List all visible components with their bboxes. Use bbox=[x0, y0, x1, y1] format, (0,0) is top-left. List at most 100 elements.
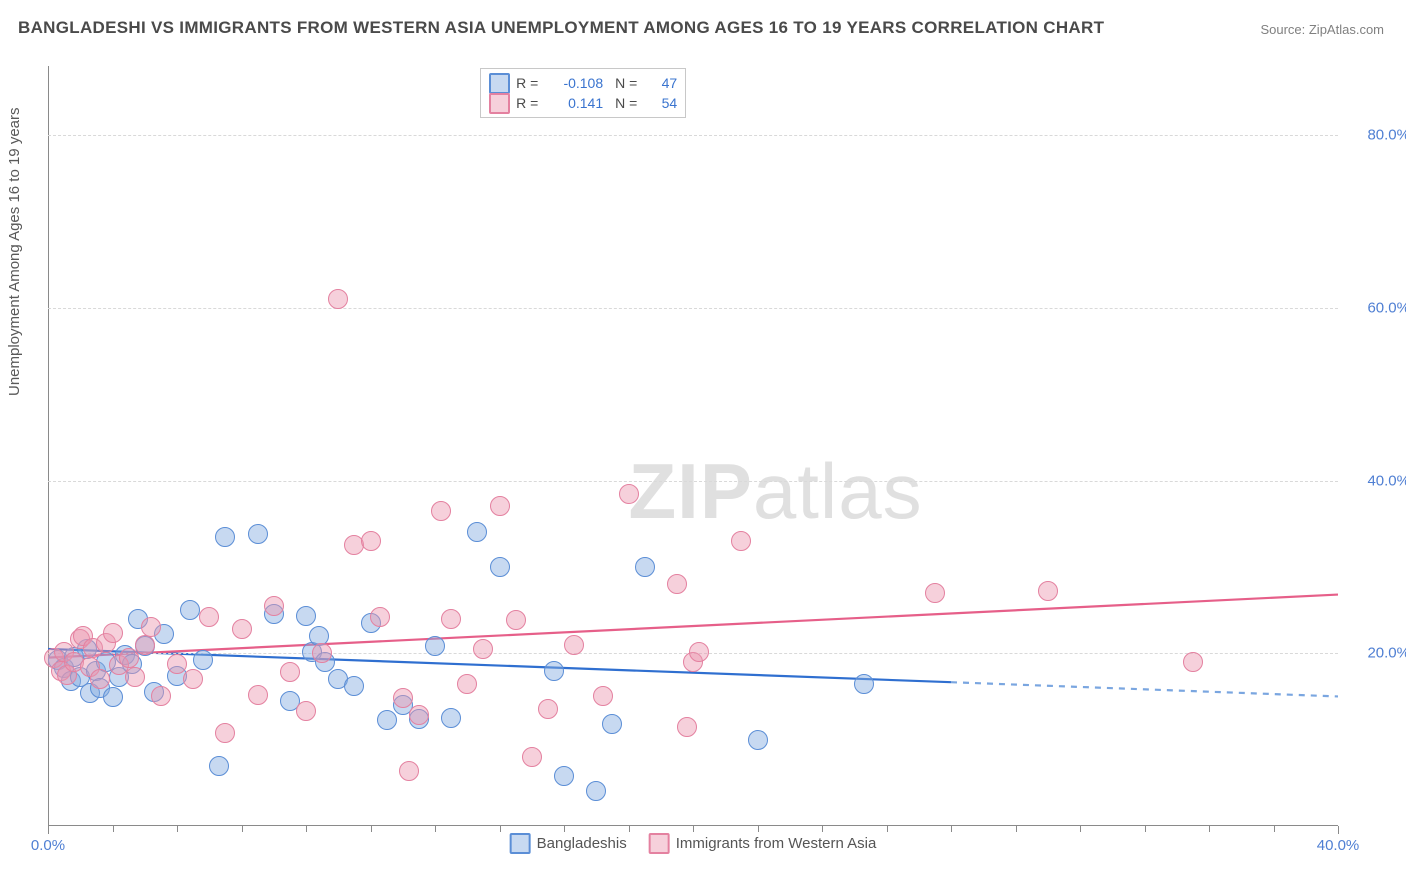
y-tick-label: 60.0% bbox=[1350, 299, 1406, 316]
x-major-tick bbox=[1338, 826, 1339, 834]
scatter-point-bangladeshis bbox=[180, 600, 200, 620]
scatter-point-western_asia bbox=[399, 761, 419, 781]
x-minor-tick bbox=[306, 826, 307, 832]
grid-line bbox=[48, 135, 1338, 136]
scatter-point-bangladeshis bbox=[296, 606, 316, 626]
legend-swatch-western_asia bbox=[489, 93, 510, 114]
scatter-point-bangladeshis bbox=[193, 650, 213, 670]
scatter-point-western_asia bbox=[506, 610, 526, 630]
x-minor-tick bbox=[629, 826, 630, 832]
x-minor-tick bbox=[1145, 826, 1146, 832]
chart-title: BANGLADESHI VS IMMIGRANTS FROM WESTERN A… bbox=[18, 18, 1104, 38]
legend-r-label: R = bbox=[516, 95, 542, 111]
scatter-point-bangladeshis bbox=[586, 781, 606, 801]
scatter-point-western_asia bbox=[925, 583, 945, 603]
scatter-point-western_asia bbox=[1038, 581, 1058, 601]
scatter-point-western_asia bbox=[538, 699, 558, 719]
legend-series-western_asia: Immigrants from Western Asia bbox=[649, 833, 877, 854]
legend-swatch-western_asia bbox=[649, 833, 670, 854]
legend-n-label: N = bbox=[615, 75, 643, 91]
scatter-point-western_asia bbox=[619, 484, 639, 504]
scatter-point-western_asia bbox=[264, 596, 284, 616]
x-minor-tick bbox=[177, 826, 178, 832]
scatter-point-western_asia bbox=[183, 669, 203, 689]
x-minor-tick bbox=[242, 826, 243, 832]
scatter-point-western_asia bbox=[441, 609, 461, 629]
scatter-point-western_asia bbox=[215, 723, 235, 743]
watermark-atlas: atlas bbox=[753, 447, 923, 535]
scatter-point-western_asia bbox=[312, 643, 332, 663]
y-tick-label: 80.0% bbox=[1350, 127, 1406, 144]
legend-series-bangladeshis: Bangladeshis bbox=[510, 833, 627, 854]
scatter-point-bangladeshis bbox=[544, 661, 564, 681]
x-minor-tick bbox=[500, 826, 501, 832]
scatter-point-bangladeshis bbox=[602, 714, 622, 734]
source-label: Source: ZipAtlas.com bbox=[1260, 22, 1384, 37]
scatter-point-western_asia bbox=[370, 607, 390, 627]
scatter-point-western_asia bbox=[593, 686, 613, 706]
scatter-point-western_asia bbox=[103, 623, 123, 643]
scatter-point-western_asia bbox=[361, 531, 381, 551]
scatter-point-western_asia bbox=[1183, 652, 1203, 672]
x-minor-tick bbox=[1016, 826, 1017, 832]
scatter-point-western_asia bbox=[667, 574, 687, 594]
x-minor-tick bbox=[758, 826, 759, 832]
scatter-point-bangladeshis bbox=[425, 636, 445, 656]
x-minor-tick bbox=[693, 826, 694, 832]
scatter-point-western_asia bbox=[167, 654, 187, 674]
legend-row-western_asia: R =0.141N =54 bbox=[489, 93, 677, 113]
scatter-point-bangladeshis bbox=[490, 557, 510, 577]
scatter-point-western_asia bbox=[125, 667, 145, 687]
scatter-point-western_asia bbox=[119, 648, 139, 668]
scatter-point-western_asia bbox=[90, 669, 110, 689]
x-major-tick bbox=[48, 826, 49, 834]
x-minor-tick bbox=[371, 826, 372, 832]
grid-line bbox=[48, 481, 1338, 482]
scatter-point-western_asia bbox=[431, 501, 451, 521]
x-minor-tick bbox=[822, 826, 823, 832]
legend-row-bangladeshis: R =-0.108N =47 bbox=[489, 73, 677, 93]
x-minor-tick bbox=[887, 826, 888, 832]
x-minor-tick bbox=[1209, 826, 1210, 832]
legend-n-value-western_asia: 54 bbox=[649, 95, 677, 111]
legend-series-label-bangladeshis: Bangladeshis bbox=[537, 835, 627, 852]
scatter-point-western_asia bbox=[151, 686, 171, 706]
legend-swatch-bangladeshis bbox=[489, 73, 510, 94]
x-minor-tick bbox=[435, 826, 436, 832]
scatter-point-bangladeshis bbox=[215, 527, 235, 547]
legend-n-value-bangladeshis: 47 bbox=[649, 75, 677, 91]
scatter-point-western_asia bbox=[141, 617, 161, 637]
y-tick-label: 20.0% bbox=[1350, 645, 1406, 662]
legend-r-value-bangladeshis: -0.108 bbox=[548, 75, 603, 91]
scatter-point-western_asia bbox=[473, 639, 493, 659]
scatter-point-bangladeshis bbox=[554, 766, 574, 786]
legend-swatch-bangladeshis bbox=[510, 833, 531, 854]
trend-line-bangladeshis-dashed bbox=[951, 682, 1338, 696]
scatter-point-western_asia bbox=[564, 635, 584, 655]
y-axis-line bbox=[48, 66, 49, 826]
scatter-point-bangladeshis bbox=[467, 522, 487, 542]
x-tick-label: 40.0% bbox=[1317, 837, 1360, 854]
legend-n-label: N = bbox=[615, 95, 643, 111]
scatter-point-western_asia bbox=[731, 531, 751, 551]
scatter-point-western_asia bbox=[199, 607, 219, 627]
scatter-point-bangladeshis bbox=[248, 524, 268, 544]
scatter-point-bangladeshis bbox=[344, 676, 364, 696]
x-minor-tick bbox=[564, 826, 565, 832]
scatter-point-western_asia bbox=[490, 496, 510, 516]
scatter-point-bangladeshis bbox=[209, 756, 229, 776]
scatter-point-western_asia bbox=[677, 717, 697, 737]
y-axis-title: Unemployment Among Ages 16 to 19 years bbox=[6, 107, 23, 396]
scatter-point-bangladeshis bbox=[635, 557, 655, 577]
x-minor-tick bbox=[951, 826, 952, 832]
legend-series: Bangladeshis Immigrants from Western Asia bbox=[510, 833, 877, 854]
scatter-point-western_asia bbox=[393, 688, 413, 708]
scatter-point-western_asia bbox=[296, 701, 316, 721]
scatter-point-bangladeshis bbox=[854, 674, 874, 694]
y-tick-label: 40.0% bbox=[1350, 472, 1406, 489]
scatter-point-western_asia bbox=[280, 662, 300, 682]
scatter-point-western_asia bbox=[409, 705, 429, 725]
x-minor-tick bbox=[113, 826, 114, 832]
plot-area: ZIPatlas R =-0.108N =47R =0.141N =54 Ban… bbox=[48, 66, 1338, 826]
scatter-point-bangladeshis bbox=[103, 687, 123, 707]
